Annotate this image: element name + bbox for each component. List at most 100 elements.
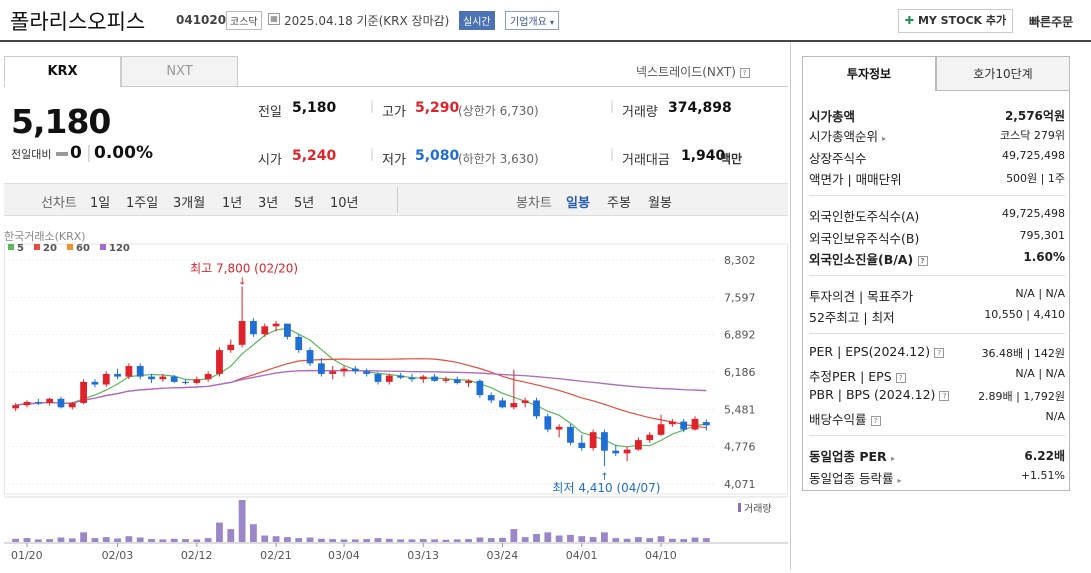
- open-value: 5,240: [292, 148, 337, 164]
- y-tick-label: 8,302: [724, 254, 756, 267]
- x-tick-label: 03/13: [407, 549, 439, 562]
- x-tick-label: 03/24: [487, 549, 519, 562]
- candle-body: [306, 350, 314, 364]
- volume-bar: [442, 539, 450, 542]
- divider: [809, 435, 1065, 436]
- volume-bar: [261, 535, 269, 542]
- volume-legend-label: 거래량: [744, 503, 772, 515]
- candle-body: [182, 381, 189, 383]
- volume-bar: [351, 539, 359, 542]
- candle-body: [385, 375, 393, 382]
- help-icon[interactable]: ?: [939, 390, 950, 401]
- candle-body: [80, 381, 87, 404]
- x-tick-label: 04/01: [566, 549, 598, 562]
- help-icon[interactable]: ?: [895, 372, 906, 383]
- upper-limit: (상한가 6,730): [458, 104, 539, 118]
- volume-bar: [136, 537, 144, 542]
- candle-body: [533, 400, 540, 417]
- est-per-text: 추정PER | EPS: [809, 369, 892, 384]
- foreign-ratio-value: 1.60%: [1023, 250, 1065, 264]
- market-cap-label: 시가총액: [809, 109, 856, 124]
- pbr-label: PBR | BPS (2024.12) ?: [809, 387, 950, 402]
- price-chart[interactable]: 8,302 7,597 6,892 6,186 5,481 4,776 4,071 한국거래소…: [4, 218, 788, 570]
- candle-body: [57, 398, 65, 408]
- candle-body: [397, 375, 405, 378]
- change-pct: 0.00%: [94, 143, 153, 163]
- volume-bar: [284, 537, 291, 542]
- volume-bar: [170, 538, 178, 542]
- help-icon[interactable]: ?: [870, 415, 881, 426]
- cap-rank-label[interactable]: 시가총액순위 ▸: [809, 126, 886, 145]
- candle-body: [170, 376, 178, 382]
- amount-unit: 백만: [720, 152, 743, 166]
- candle-body: [555, 426, 563, 430]
- candle-body: [635, 440, 642, 450]
- volume-bar: [635, 537, 642, 542]
- volume-bar: [159, 539, 167, 542]
- est-per-label: 추정PER | EPS ?: [809, 366, 906, 385]
- tab-nxt[interactable]: NXT: [121, 56, 238, 87]
- y-tick-label: 6,186: [724, 366, 756, 379]
- foreign-limit-value: 49,725,498: [1002, 207, 1065, 220]
- tab-hoga10[interactable]: 호가10단계: [936, 56, 1070, 91]
- volume-bar: [125, 536, 133, 542]
- separator: |: [370, 147, 375, 161]
- candle-body: [23, 401, 31, 406]
- period-1y[interactable]: 1년: [222, 196, 243, 211]
- pbr-value: 2.89배 | 1,792원: [978, 390, 1065, 403]
- candle-body: [272, 323, 280, 327]
- candle-monthly[interactable]: 월봉: [648, 196, 672, 211]
- y-tick-label: 4,776: [724, 441, 756, 454]
- volume-bar: [238, 500, 246, 542]
- volume-bar: [329, 539, 337, 542]
- my-stock-add-button[interactable]: ✚ MY STOCK 추가: [898, 9, 1013, 33]
- realtime-badge[interactable]: 실시간: [459, 11, 495, 30]
- candle-body: [601, 432, 608, 451]
- volume-bar: [193, 539, 201, 542]
- period-1w[interactable]: 1주일: [126, 196, 159, 211]
- tab-underline: [238, 86, 788, 87]
- volume-bar: [487, 538, 495, 542]
- help-icon[interactable]: ?: [934, 347, 945, 358]
- candle-weekly[interactable]: 주봉: [607, 196, 631, 211]
- period-10y[interactable]: 10년: [330, 196, 359, 211]
- par-value: 500원 | 1주: [1006, 172, 1065, 185]
- w52-row: 52주최고 | 최저 10,550 | 4,410: [809, 305, 1065, 325]
- period-3y[interactable]: 3년: [258, 196, 279, 211]
- stock-title: 폴라리스오피스: [10, 10, 146, 34]
- divider: [809, 333, 1065, 334]
- volume-bar: [668, 538, 676, 542]
- candle-body: [578, 442, 586, 449]
- quick-order-link[interactable]: 빠른주문: [1029, 15, 1074, 29]
- period-3m[interactable]: 3개월: [173, 196, 206, 211]
- industry-rate-label[interactable]: 동일업종 등락률 ▸: [809, 468, 901, 487]
- volume-bar: [476, 537, 484, 542]
- w52-value: 10,550 | 4,410: [984, 308, 1065, 321]
- x-tick-label: 03/04: [328, 549, 360, 562]
- arrow-up-icon: ↑: [600, 472, 608, 483]
- candle-body: [476, 380, 484, 396]
- tab-krx[interactable]: KRX: [4, 56, 121, 87]
- cap-rank-value: 코스닥 279위: [1000, 129, 1065, 142]
- candle-body: [91, 381, 99, 385]
- tab-invest-info[interactable]: 투자정보: [802, 56, 936, 91]
- volume-bar: [680, 539, 688, 542]
- calendar-icon: ▦: [268, 13, 280, 25]
- company-overview-dropdown[interactable]: 기업개요 ▾: [505, 11, 560, 30]
- nxt-link[interactable]: 넥스트레이드(NXT) ?: [636, 63, 750, 80]
- period-5y[interactable]: 5년: [294, 196, 315, 211]
- help-icon[interactable]: ?: [917, 255, 928, 266]
- candle-body: [148, 376, 155, 380]
- candle-body: [419, 376, 427, 380]
- y-tick-label: 5,481: [724, 403, 756, 416]
- industry-per-label[interactable]: 동일업종 PER ▸: [809, 446, 895, 465]
- volume-bar: [182, 539, 189, 542]
- period-bar: [4, 183, 788, 216]
- candle-body: [102, 373, 110, 385]
- period-1d[interactable]: 1일: [90, 196, 111, 211]
- volume-bar: [216, 522, 223, 542]
- volume-bar: [46, 539, 54, 542]
- candle-daily[interactable]: 일봉: [566, 196, 590, 211]
- flat-icon: [56, 152, 68, 156]
- industry-per-text: 동일업종 PER: [809, 449, 887, 464]
